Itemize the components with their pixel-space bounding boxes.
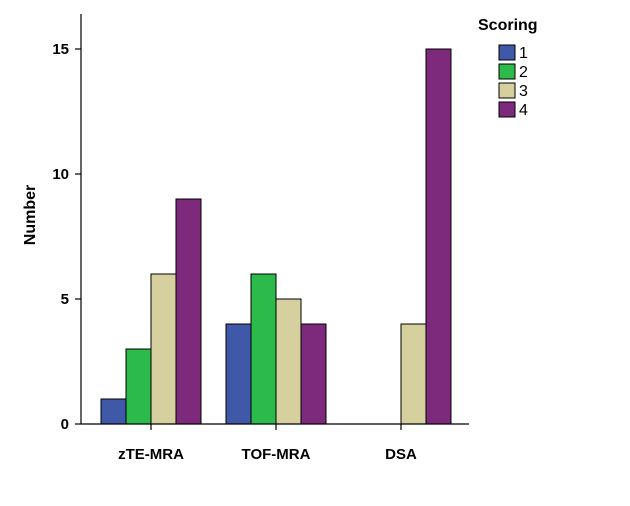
legend-swatch-2 (498, 63, 516, 80)
legend-title: Scoring (478, 17, 538, 34)
y-tick-label: 0 (61, 416, 69, 433)
y-axis-title: Number (22, 185, 39, 245)
legend-swatch-3 (498, 82, 516, 99)
y-ticks-group: 0 5 10 15 (52, 41, 81, 433)
legend-label-4: 4 (519, 102, 528, 119)
bar-zte-mra-score-4 (175, 198, 202, 425)
y-tick-label: 15 (52, 41, 69, 58)
bar-tof-mra-score-2 (250, 273, 277, 425)
bars-group (100, 48, 452, 425)
legend-swatch-4 (498, 101, 516, 118)
x-ticks-group: zTE-MRA TOF-MRA DSA (118, 424, 417, 463)
bar-tof-mra-score-3 (275, 298, 302, 425)
legend-swatch-1 (498, 44, 516, 61)
y-tick-label: 10 (52, 166, 69, 183)
bar-zte-mra-score-1 (100, 398, 127, 425)
legend-label-3: 3 (519, 83, 528, 100)
bar-zte-mra-score-2 (125, 348, 152, 425)
bar-tof-mra-score-4 (300, 323, 327, 425)
legend: Scoring 1 2 3 4 (478, 17, 538, 119)
bar-dsa-score-3 (400, 323, 427, 425)
bar-dsa-score-4 (425, 48, 452, 425)
x-tick-label-tof-mra: TOF-MRA (242, 446, 311, 463)
x-tick-label-dsa: DSA (385, 446, 417, 463)
legend-label-2: 2 (519, 64, 528, 81)
x-tick-label-zte-mra: zTE-MRA (118, 446, 184, 463)
legend-label-1: 1 (519, 45, 528, 62)
bar-tof-mra-score-1 (225, 323, 252, 425)
y-tick-label: 5 (61, 291, 69, 308)
bar-zte-mra-score-3 (150, 273, 177, 425)
